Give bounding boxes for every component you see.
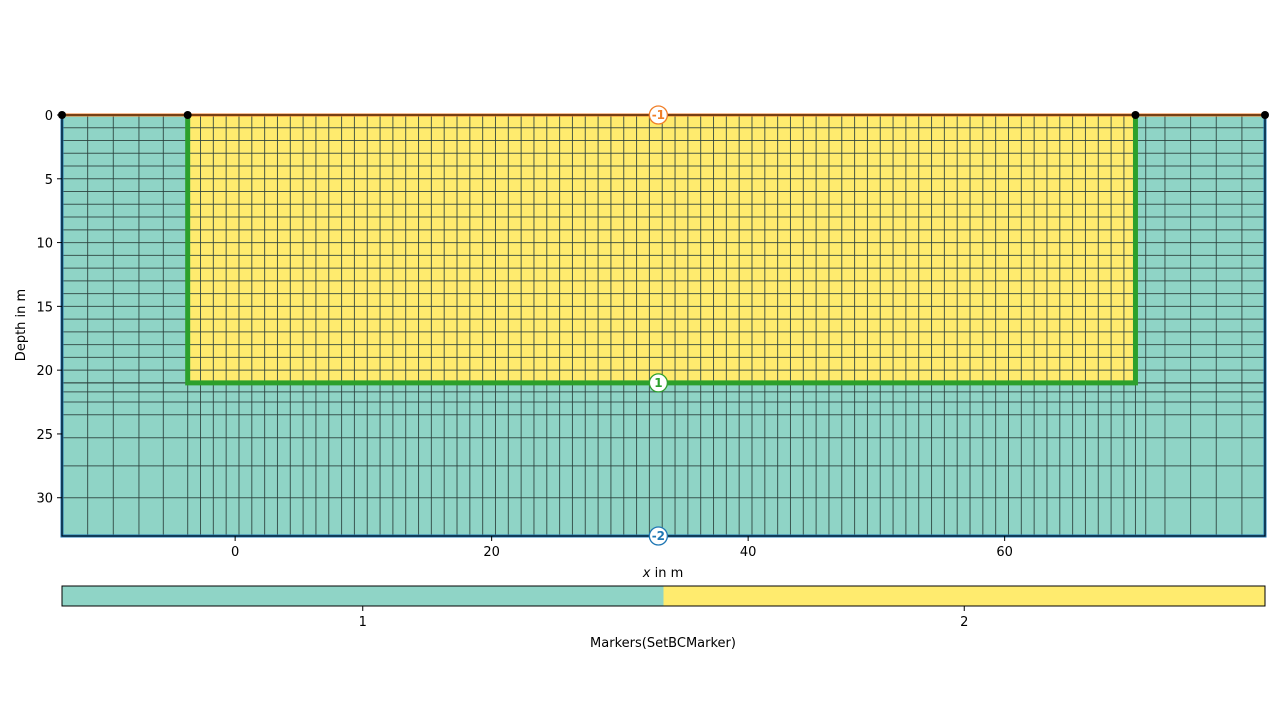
boundary-marker-labels: -1 1 -2: [648, 105, 669, 546]
x-axis-ticks: 0 20 40 60: [231, 536, 1013, 560]
boundary-label-text: -1: [652, 108, 665, 122]
x-axis-label-variable: x: [642, 566, 651, 581]
x-tick-label: 40: [740, 545, 757, 560]
colorbar-tick-label: 2: [960, 615, 968, 630]
y-tick-label: 20: [36, 364, 53, 379]
boundary-label-text: -2: [652, 529, 665, 543]
x-axis-label-unit: in m: [650, 566, 683, 581]
y-tick-label: 15: [36, 300, 53, 315]
plot-area: -1 1 -2: [58, 105, 1269, 546]
region-2: [187, 115, 1136, 383]
y-tick-label: 10: [36, 237, 53, 252]
boundary-label-badge: [648, 373, 669, 393]
boundary-label-badge: [648, 105, 669, 125]
boundary-node: [183, 111, 192, 119]
colorbar-segment-2: [663, 586, 1265, 606]
y-axis-label: Depth in m: [14, 289, 29, 361]
mesh-grid: [61, 114, 1266, 537]
boundary-node: [1261, 111, 1269, 119]
y-tick-label: 25: [36, 428, 53, 443]
boundary-label-badge: [648, 526, 669, 546]
y-tick-label: 5: [45, 173, 53, 188]
colorbar-segment-1: [62, 586, 664, 606]
boundary-label-text: 1: [654, 376, 662, 390]
y-axis-ticks: 0 5 10 15 20 25 30: [36, 109, 62, 507]
boundary-node: [1131, 111, 1140, 119]
x-tick-label: 0: [231, 545, 239, 560]
regions-layer: [62, 115, 1265, 536]
y-tick-label: 30: [36, 492, 53, 507]
x-tick-label: 20: [483, 545, 500, 560]
x-axis-label: x in m: [642, 566, 683, 581]
colorbar-label: Markers(SetBCMarker): [590, 636, 736, 651]
colorbar-tick-label: 1: [359, 615, 367, 630]
y-tick-label: 0: [45, 109, 53, 124]
colorbar-frame: [61, 585, 1266, 607]
x-tick-label: 60: [996, 545, 1013, 560]
